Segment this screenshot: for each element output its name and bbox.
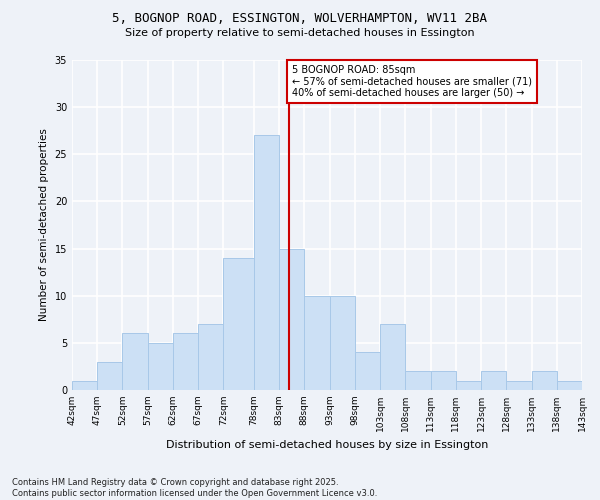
Bar	[405, 371, 431, 390]
Bar	[279, 248, 304, 390]
Bar	[72, 380, 97, 390]
Bar	[148, 343, 173, 390]
Bar	[173, 334, 198, 390]
Bar	[355, 352, 380, 390]
Bar	[329, 296, 355, 390]
Bar	[506, 380, 532, 390]
Text: 5, BOGNOP ROAD, ESSINGTON, WOLVERHAMPTON, WV11 2BA: 5, BOGNOP ROAD, ESSINGTON, WOLVERHAMPTON…	[113, 12, 487, 26]
Text: Size of property relative to semi-detached houses in Essington: Size of property relative to semi-detach…	[125, 28, 475, 38]
Bar	[254, 136, 279, 390]
Bar	[532, 371, 557, 390]
Bar	[198, 324, 223, 390]
X-axis label: Distribution of semi-detached houses by size in Essington: Distribution of semi-detached houses by …	[166, 440, 488, 450]
Text: Contains HM Land Registry data © Crown copyright and database right 2025.
Contai: Contains HM Land Registry data © Crown c…	[12, 478, 377, 498]
Bar	[431, 371, 456, 390]
Bar	[380, 324, 405, 390]
Bar	[97, 362, 122, 390]
Bar	[223, 258, 254, 390]
Bar	[557, 380, 582, 390]
Text: 5 BOGNOP ROAD: 85sqm
← 57% of semi-detached houses are smaller (71)
40% of semi-: 5 BOGNOP ROAD: 85sqm ← 57% of semi-detac…	[292, 64, 532, 98]
Bar	[456, 380, 481, 390]
Y-axis label: Number of semi-detached properties: Number of semi-detached properties	[39, 128, 49, 322]
Bar	[481, 371, 506, 390]
Bar	[122, 334, 148, 390]
Bar	[304, 296, 329, 390]
